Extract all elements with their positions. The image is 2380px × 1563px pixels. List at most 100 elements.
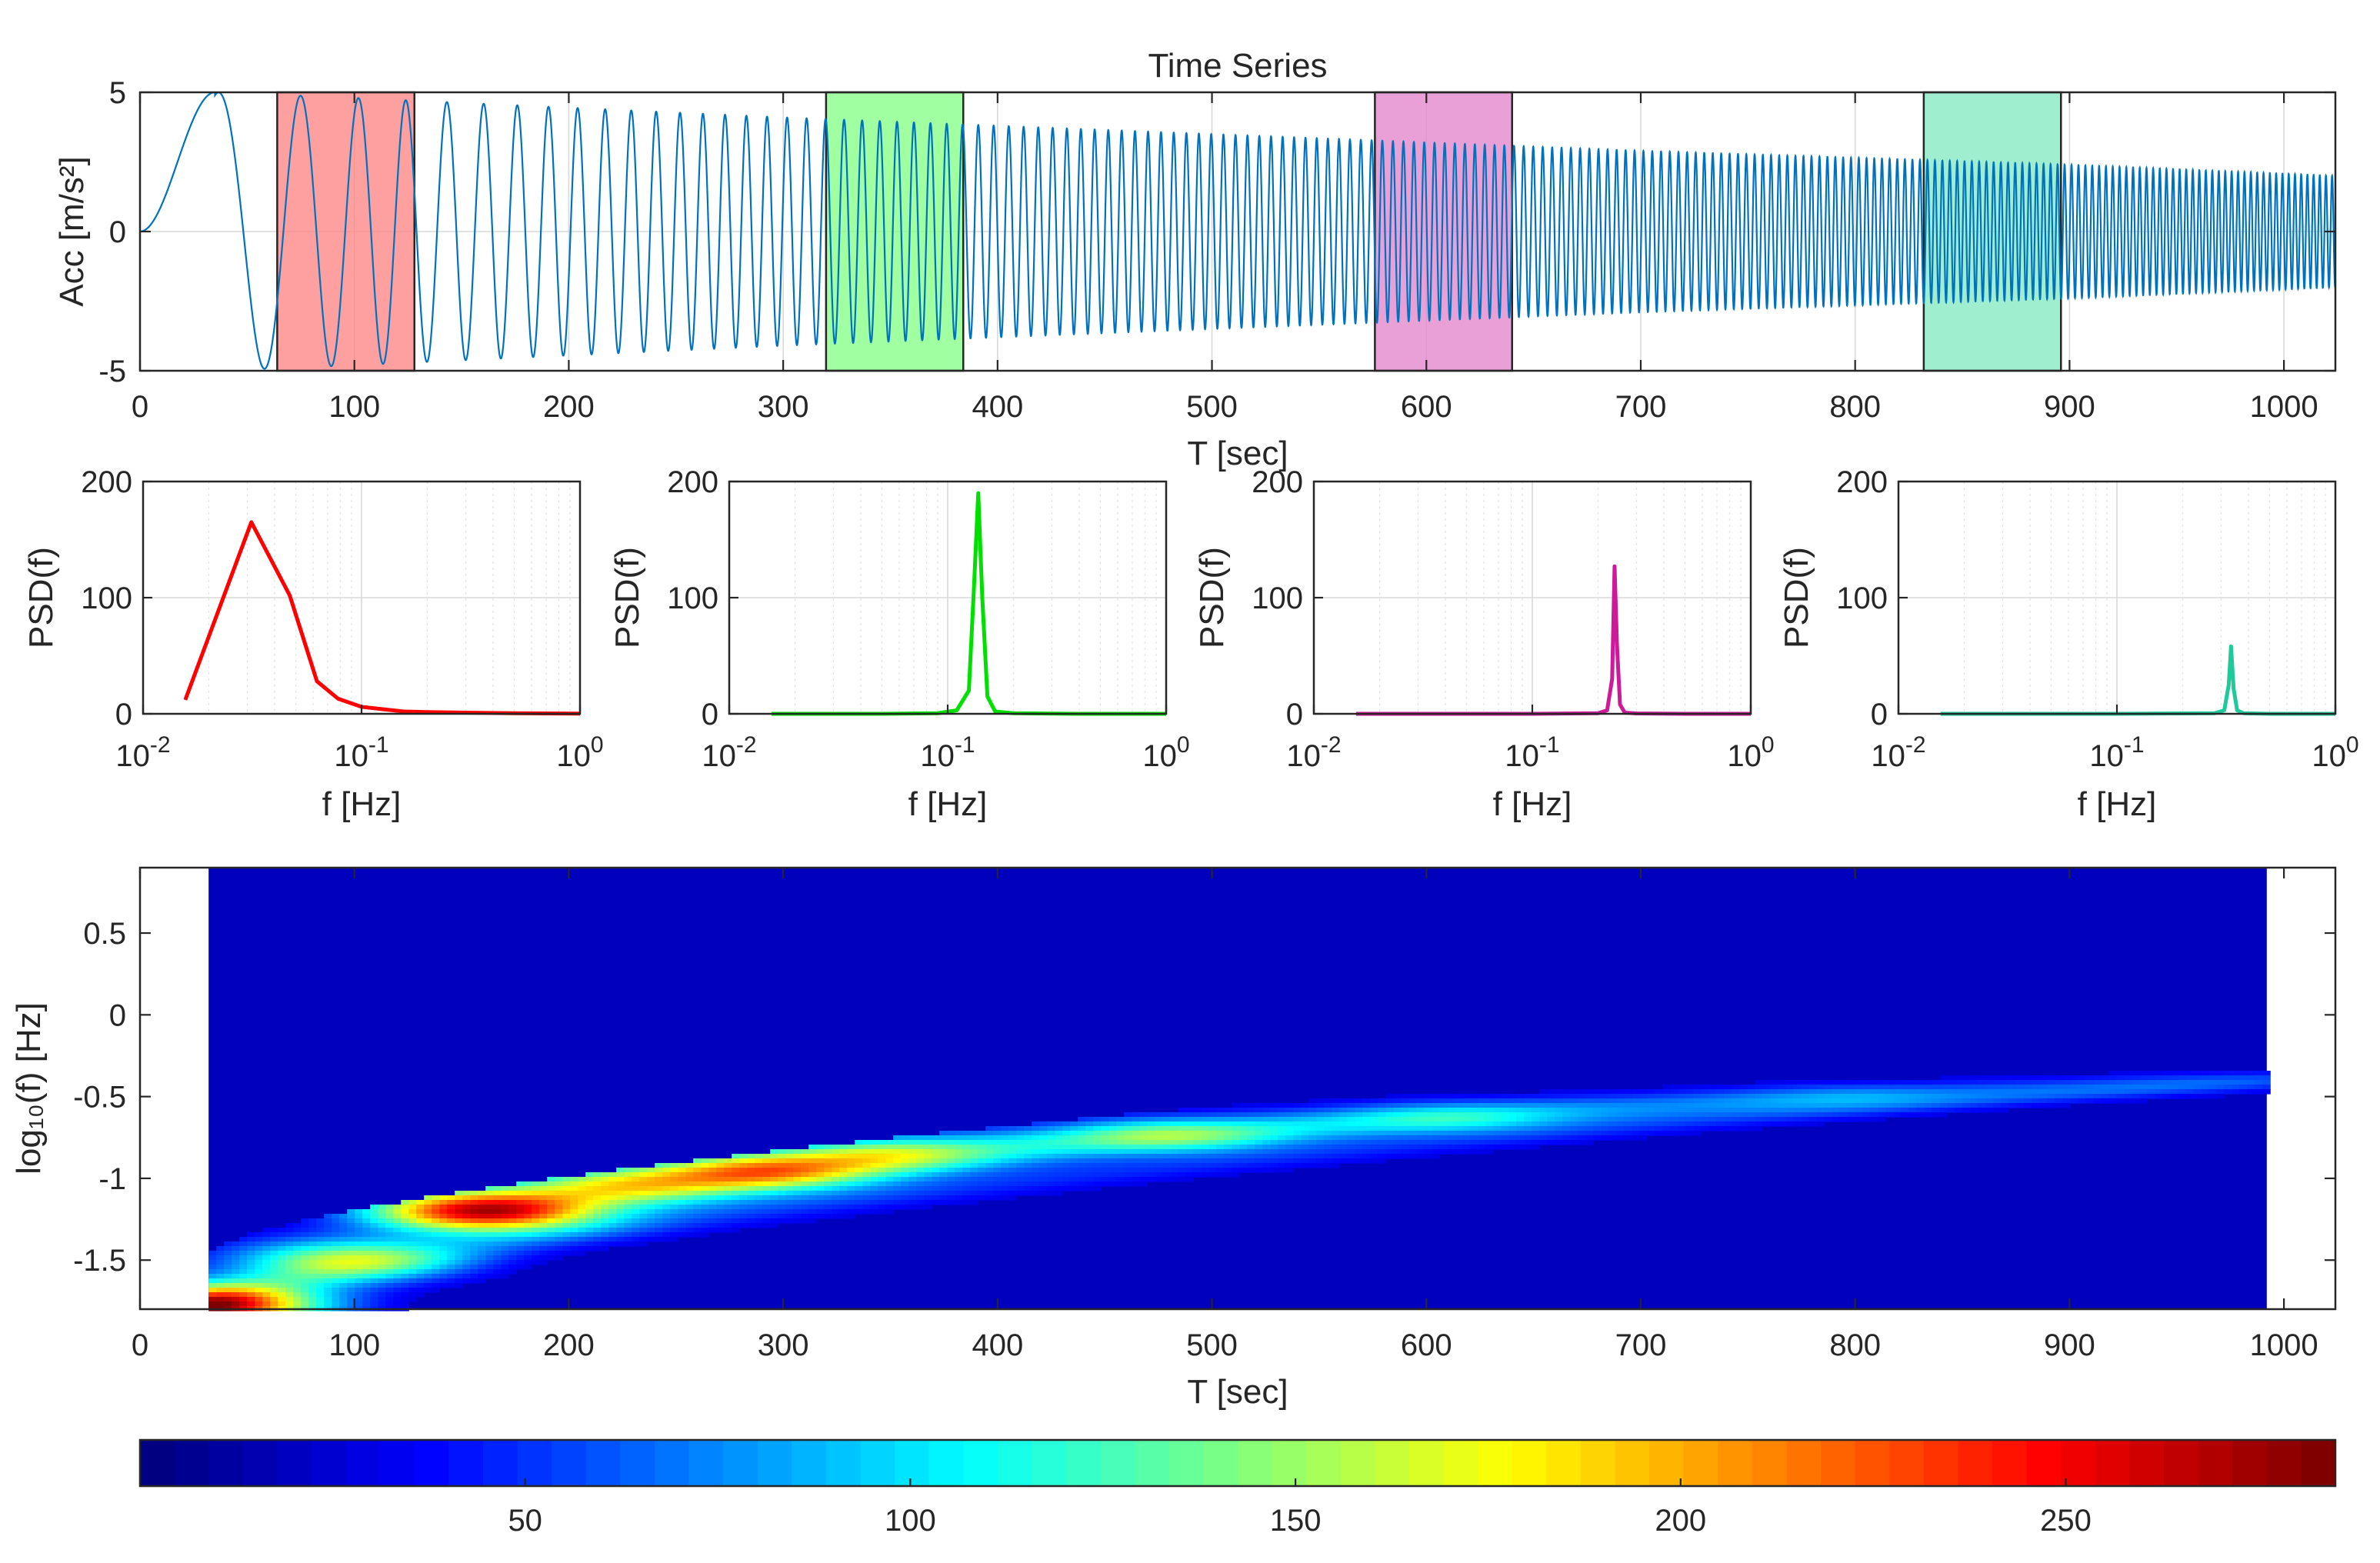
spectrogram-cell bbox=[1547, 1135, 1555, 1141]
spectrogram-cell bbox=[1447, 1140, 1455, 1145]
spectrogram-cell bbox=[578, 1209, 586, 1215]
spectrogram-cell bbox=[1355, 1103, 1363, 1108]
spectrogram-cell bbox=[2139, 1098, 2148, 1104]
spectrogram-cell bbox=[1239, 1126, 1248, 1131]
spectrogram-cell bbox=[1008, 1172, 1017, 1178]
spectrogram-cell bbox=[1039, 1186, 1048, 1191]
spectrogram-cell bbox=[670, 1181, 678, 1187]
spectrogram-cell bbox=[1847, 1117, 1855, 1122]
spectrogram-cell bbox=[1178, 1168, 1186, 1173]
spectrogram-cell bbox=[501, 1274, 509, 1279]
spectrogram-cell bbox=[885, 1163, 894, 1168]
spectrogram-cell bbox=[1747, 1098, 1755, 1104]
spectrogram-cell bbox=[862, 1172, 871, 1178]
spectrogram-cell bbox=[362, 1288, 371, 1293]
spectrogram-cell bbox=[708, 1195, 717, 1201]
spectrogram-cell bbox=[1939, 1098, 1948, 1104]
spectrogram-cell bbox=[2078, 1075, 2086, 1081]
spectrogram-cell bbox=[1139, 1126, 1148, 1131]
spectrogram-cell bbox=[670, 1177, 678, 1182]
spectrogram-cell bbox=[1755, 1103, 1763, 1108]
spectrogram-cell bbox=[1447, 1145, 1455, 1150]
spectrogram-cell bbox=[762, 1177, 771, 1182]
spectrogram-cell bbox=[424, 1237, 432, 1242]
spectrogram-cell bbox=[1678, 1085, 1686, 1090]
spectrogram-cell bbox=[885, 1195, 894, 1201]
spectrogram-cell bbox=[616, 1223, 625, 1228]
spectrogram-cell bbox=[839, 1200, 848, 1205]
spectrogram-cell bbox=[1939, 1103, 1948, 1108]
spectrogram-cell bbox=[493, 1269, 502, 1275]
spectrogram-cell bbox=[1701, 1098, 1709, 1104]
spectrogram-cell bbox=[1062, 1158, 1071, 1164]
spectrogram-cell bbox=[2155, 1085, 2163, 1090]
spectrogram-cell bbox=[855, 1172, 863, 1178]
spectrogram-cell bbox=[2001, 1094, 2009, 1099]
spectrogram-cell bbox=[470, 1218, 478, 1224]
spectrogram-cell bbox=[378, 1223, 386, 1228]
spectrogram-cell bbox=[1208, 1154, 1217, 1159]
spectrogram-cell bbox=[1308, 1121, 1317, 1127]
spectrogram-cell bbox=[1239, 1135, 1248, 1141]
spectrogram-cell bbox=[385, 1260, 394, 1265]
spectrogram-cell bbox=[1701, 1117, 1709, 1122]
spectrogram-cell bbox=[1293, 1103, 1302, 1108]
spectrogram-cell bbox=[1039, 1131, 1048, 1136]
spectrogram-cell bbox=[355, 1297, 363, 1302]
spectrogram-cell bbox=[539, 1260, 548, 1265]
spectrogram-cell bbox=[432, 1214, 440, 1219]
spectrogram-cell bbox=[2047, 1094, 2055, 1099]
spectrogram-cell bbox=[316, 1274, 325, 1279]
spectrogram-cell bbox=[1532, 1121, 1540, 1127]
spectrogram-cell bbox=[355, 1288, 363, 1293]
spectrogram-cell bbox=[1901, 1080, 1909, 1085]
spectrogram-cell bbox=[462, 1205, 471, 1210]
spectrogram-cell bbox=[739, 1186, 748, 1191]
spectrogram-cell bbox=[716, 1218, 725, 1224]
colorbar-segment bbox=[311, 1440, 347, 1486]
spectrogram-cell bbox=[1239, 1117, 1248, 1122]
spectrogram-cell bbox=[1239, 1108, 1248, 1113]
spectrogram-cell bbox=[401, 1218, 409, 1224]
psd-x-tick-label: 10-2 bbox=[1286, 732, 1341, 773]
spectrogram-cell bbox=[285, 1265, 294, 1270]
spectrogram-cell bbox=[1808, 1085, 1817, 1090]
spectrogram-cell bbox=[955, 1158, 963, 1164]
spectrogram-cell bbox=[216, 1246, 225, 1251]
spectrogram-cell bbox=[1408, 1117, 1417, 1122]
spectrogram-cell bbox=[424, 1274, 432, 1279]
spectrogram-cell bbox=[939, 1177, 948, 1182]
spectrogram-cell bbox=[1355, 1126, 1363, 1131]
spectrogram-cell bbox=[1708, 1121, 1717, 1127]
spectrogram-cell bbox=[332, 1297, 340, 1302]
spectrogram-cell bbox=[647, 1232, 655, 1238]
spectrogram-cell bbox=[1132, 1126, 1140, 1131]
spectrogram-cell bbox=[1785, 1121, 1794, 1127]
spectrogram-cell bbox=[1324, 1158, 1332, 1164]
spectrogram-cell bbox=[455, 1195, 463, 1201]
spectrogram-cell bbox=[1516, 1135, 1525, 1141]
spectrogram-cell bbox=[255, 1269, 263, 1275]
spectrogram-cell bbox=[693, 1195, 702, 1201]
spectrogram-cell bbox=[570, 1214, 578, 1219]
spectrogram-cell bbox=[808, 1177, 817, 1182]
spectrogram-cell bbox=[693, 1200, 702, 1205]
spectrogram-cell bbox=[401, 1301, 409, 1307]
spectrogram-cell bbox=[624, 1237, 632, 1242]
spectrogram-cell bbox=[816, 1149, 825, 1155]
spectrogram-cell bbox=[993, 1172, 1002, 1178]
spectrogram-cell bbox=[1632, 1103, 1640, 1108]
spectrogram-cell bbox=[455, 1232, 463, 1238]
spectrogram-chart: 0 100 200 300 400 500 600 700 800 900 1000-1.5-1-0… bbox=[10, 866, 2337, 1411]
spectrogram-cell bbox=[1308, 1108, 1317, 1113]
spectrogram-cell bbox=[708, 1168, 717, 1173]
spectrogram-cell bbox=[1955, 1094, 1963, 1099]
spectrogram-cell bbox=[947, 1177, 955, 1182]
spectrogram-cell bbox=[1785, 1108, 1794, 1113]
spectrogram-cell bbox=[1585, 1140, 1594, 1145]
spectrogram-cell bbox=[847, 1209, 855, 1215]
spectrogram-cell bbox=[1332, 1135, 1340, 1141]
spectrogram-cell bbox=[562, 1246, 571, 1251]
spectrogram-cell bbox=[1762, 1121, 1771, 1127]
spectrogram-cell bbox=[2116, 1071, 2125, 1076]
